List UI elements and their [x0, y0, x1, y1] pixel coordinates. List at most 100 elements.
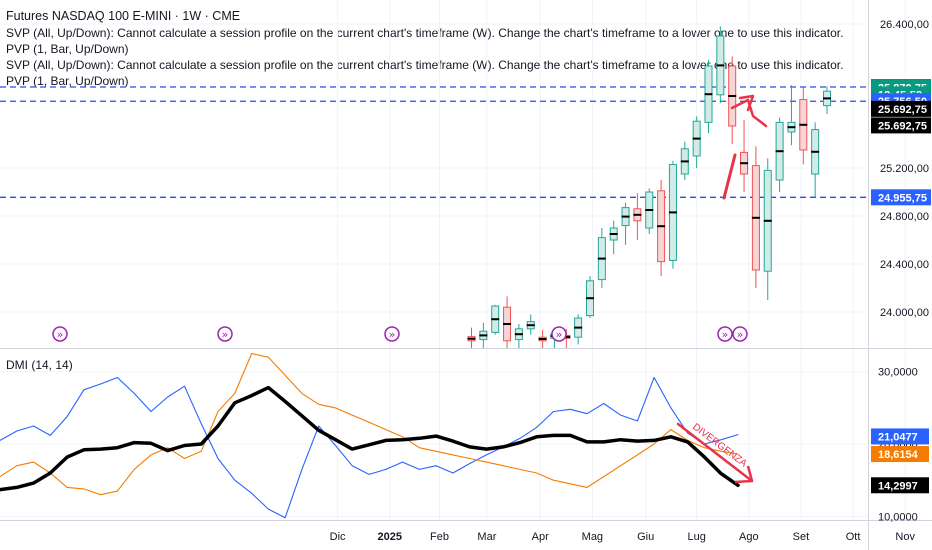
price-annotation-arrows — [722, 94, 768, 200]
candle — [775, 117, 784, 192]
up-arrow-shaft — [722, 153, 737, 200]
price-label-tag: 25.692,75 — [871, 100, 931, 117]
time-tick-label: Set — [793, 531, 810, 543]
pvp-legend-line-2: PVP (1, Bar, Up/Down) — [6, 74, 129, 88]
candle — [668, 160, 677, 269]
price-label-bg — [871, 117, 931, 134]
candle — [633, 193, 642, 240]
candle — [503, 296, 512, 348]
candle — [692, 116, 701, 168]
chart-title: Futures NASDAQ 100 E-MINI · 1W · CME — [6, 9, 241, 23]
event-marker-glyph: » — [722, 328, 729, 341]
event-marker-icon: » — [217, 326, 233, 342]
dmi-series-plusdi — [0, 376, 739, 519]
time-tick-label: Ott — [846, 531, 861, 543]
price-label-text: 25.692,75 — [878, 104, 927, 116]
price-tick-label: 24.000,00 — [880, 307, 929, 319]
divergence-arrow-head — [734, 465, 754, 484]
price-label-bg — [871, 100, 931, 117]
dmi-value-bg — [871, 446, 929, 463]
event-marker-icon: » — [551, 326, 567, 342]
divergence-annotation: DIVERGENZA — [676, 422, 754, 484]
price-label-text: 25.692,75 — [878, 120, 927, 132]
event-marker-glyph: » — [57, 328, 64, 341]
candle — [467, 327, 476, 348]
candle — [538, 330, 547, 348]
price-tick-label: 25.200,00 — [880, 163, 929, 175]
candle — [740, 120, 749, 192]
candle — [491, 304, 500, 335]
svp-legend-line-2: SVP (All, Up/Down): Cannot calculate a s… — [6, 58, 844, 72]
price-label-tag: 25.692,75 — [871, 117, 931, 134]
candle — [799, 87, 808, 165]
time-tick-label: Mag — [582, 531, 603, 543]
event-marker-ring — [732, 326, 748, 342]
svp-legend-line-1: SVP (All, Up/Down): Cannot calculate a s… — [6, 26, 844, 40]
candle — [574, 314, 583, 345]
dmi-series-adx — [0, 385, 740, 492]
candles-layer — [467, 26, 831, 348]
time-tick-label: 2025 — [377, 531, 401, 543]
price-tick-label: 24.800,00 — [880, 211, 929, 223]
event-marker-ring — [717, 326, 733, 342]
candle — [645, 188, 654, 234]
event-marker-ring — [551, 326, 567, 342]
grid-lines — [0, 0, 906, 520]
time-axis[interactable]: Dic2025FebMarAprMagGiuLugAgoSetOttNovDic… — [330, 531, 932, 543]
event-marker-icon: » — [732, 326, 748, 342]
event-marker-ring — [384, 326, 400, 342]
candle — [751, 146, 760, 288]
time-tick-label: Giu — [637, 531, 654, 543]
dmi-value-bg — [871, 477, 929, 494]
price-label-text: 24.955,75 — [878, 192, 927, 204]
event-marker-ring — [217, 326, 233, 342]
divergence-arrow — [676, 422, 754, 483]
time-tick-label: Feb — [430, 531, 449, 543]
up-arrow-zigzag — [730, 98, 768, 128]
dmi-tick-label: 30,0000 — [878, 367, 918, 379]
candle — [728, 56, 737, 144]
dmi-value-bg — [871, 428, 929, 445]
time-tick-label: Lug — [687, 531, 705, 543]
candle — [823, 86, 831, 114]
candle — [621, 202, 630, 245]
dmi-series-minusdi — [0, 353, 739, 496]
horizontal-levels — [0, 86, 868, 198]
time-tick-label: Nov — [895, 531, 915, 543]
time-tick-label: Ago — [739, 531, 759, 543]
price-label-tag: 24.955,75 — [871, 189, 931, 206]
up-arrow-head — [738, 94, 755, 112]
price-tick-label: 24.400,00 — [880, 259, 929, 271]
candle — [657, 180, 666, 276]
pvp-legend-line-1: PVP (1, Bar, Up/Down) — [6, 42, 129, 56]
dmi-value-text: 18,6154 — [878, 449, 919, 461]
candle — [479, 322, 488, 348]
event-markers: » » » » » » — [52, 326, 748, 342]
candle — [586, 276, 594, 318]
event-marker-glyph: » — [737, 328, 744, 341]
event-marker-icon: » — [52, 326, 68, 342]
candle — [514, 324, 523, 348]
candle — [597, 228, 606, 288]
candle — [763, 158, 772, 300]
time-tick-label: Dic — [330, 531, 346, 543]
event-marker-ring — [52, 326, 68, 342]
candle — [811, 122, 820, 197]
dmi-value-text: 14,2997 — [878, 480, 918, 492]
candle — [704, 60, 713, 134]
price-axis[interactable]: 26.400,00 25.200,00 24.800,00 24.400,00 24.0… — [871, 19, 931, 523]
dmi-value-tag: 14,2997 — [871, 477, 929, 494]
event-marker-icon: » — [717, 326, 733, 342]
candle — [526, 314, 535, 335]
candle — [680, 141, 689, 180]
event-marker-icon: » — [384, 326, 400, 342]
dmi-value-tag: 21,0477 — [871, 428, 929, 445]
candle — [609, 220, 618, 255]
dmi-lines — [0, 353, 740, 519]
event-marker-glyph: » — [222, 328, 229, 341]
dmi-value-text: 21,0477 — [878, 431, 918, 443]
event-marker-glyph: » — [389, 328, 396, 341]
candle — [787, 85, 796, 146]
